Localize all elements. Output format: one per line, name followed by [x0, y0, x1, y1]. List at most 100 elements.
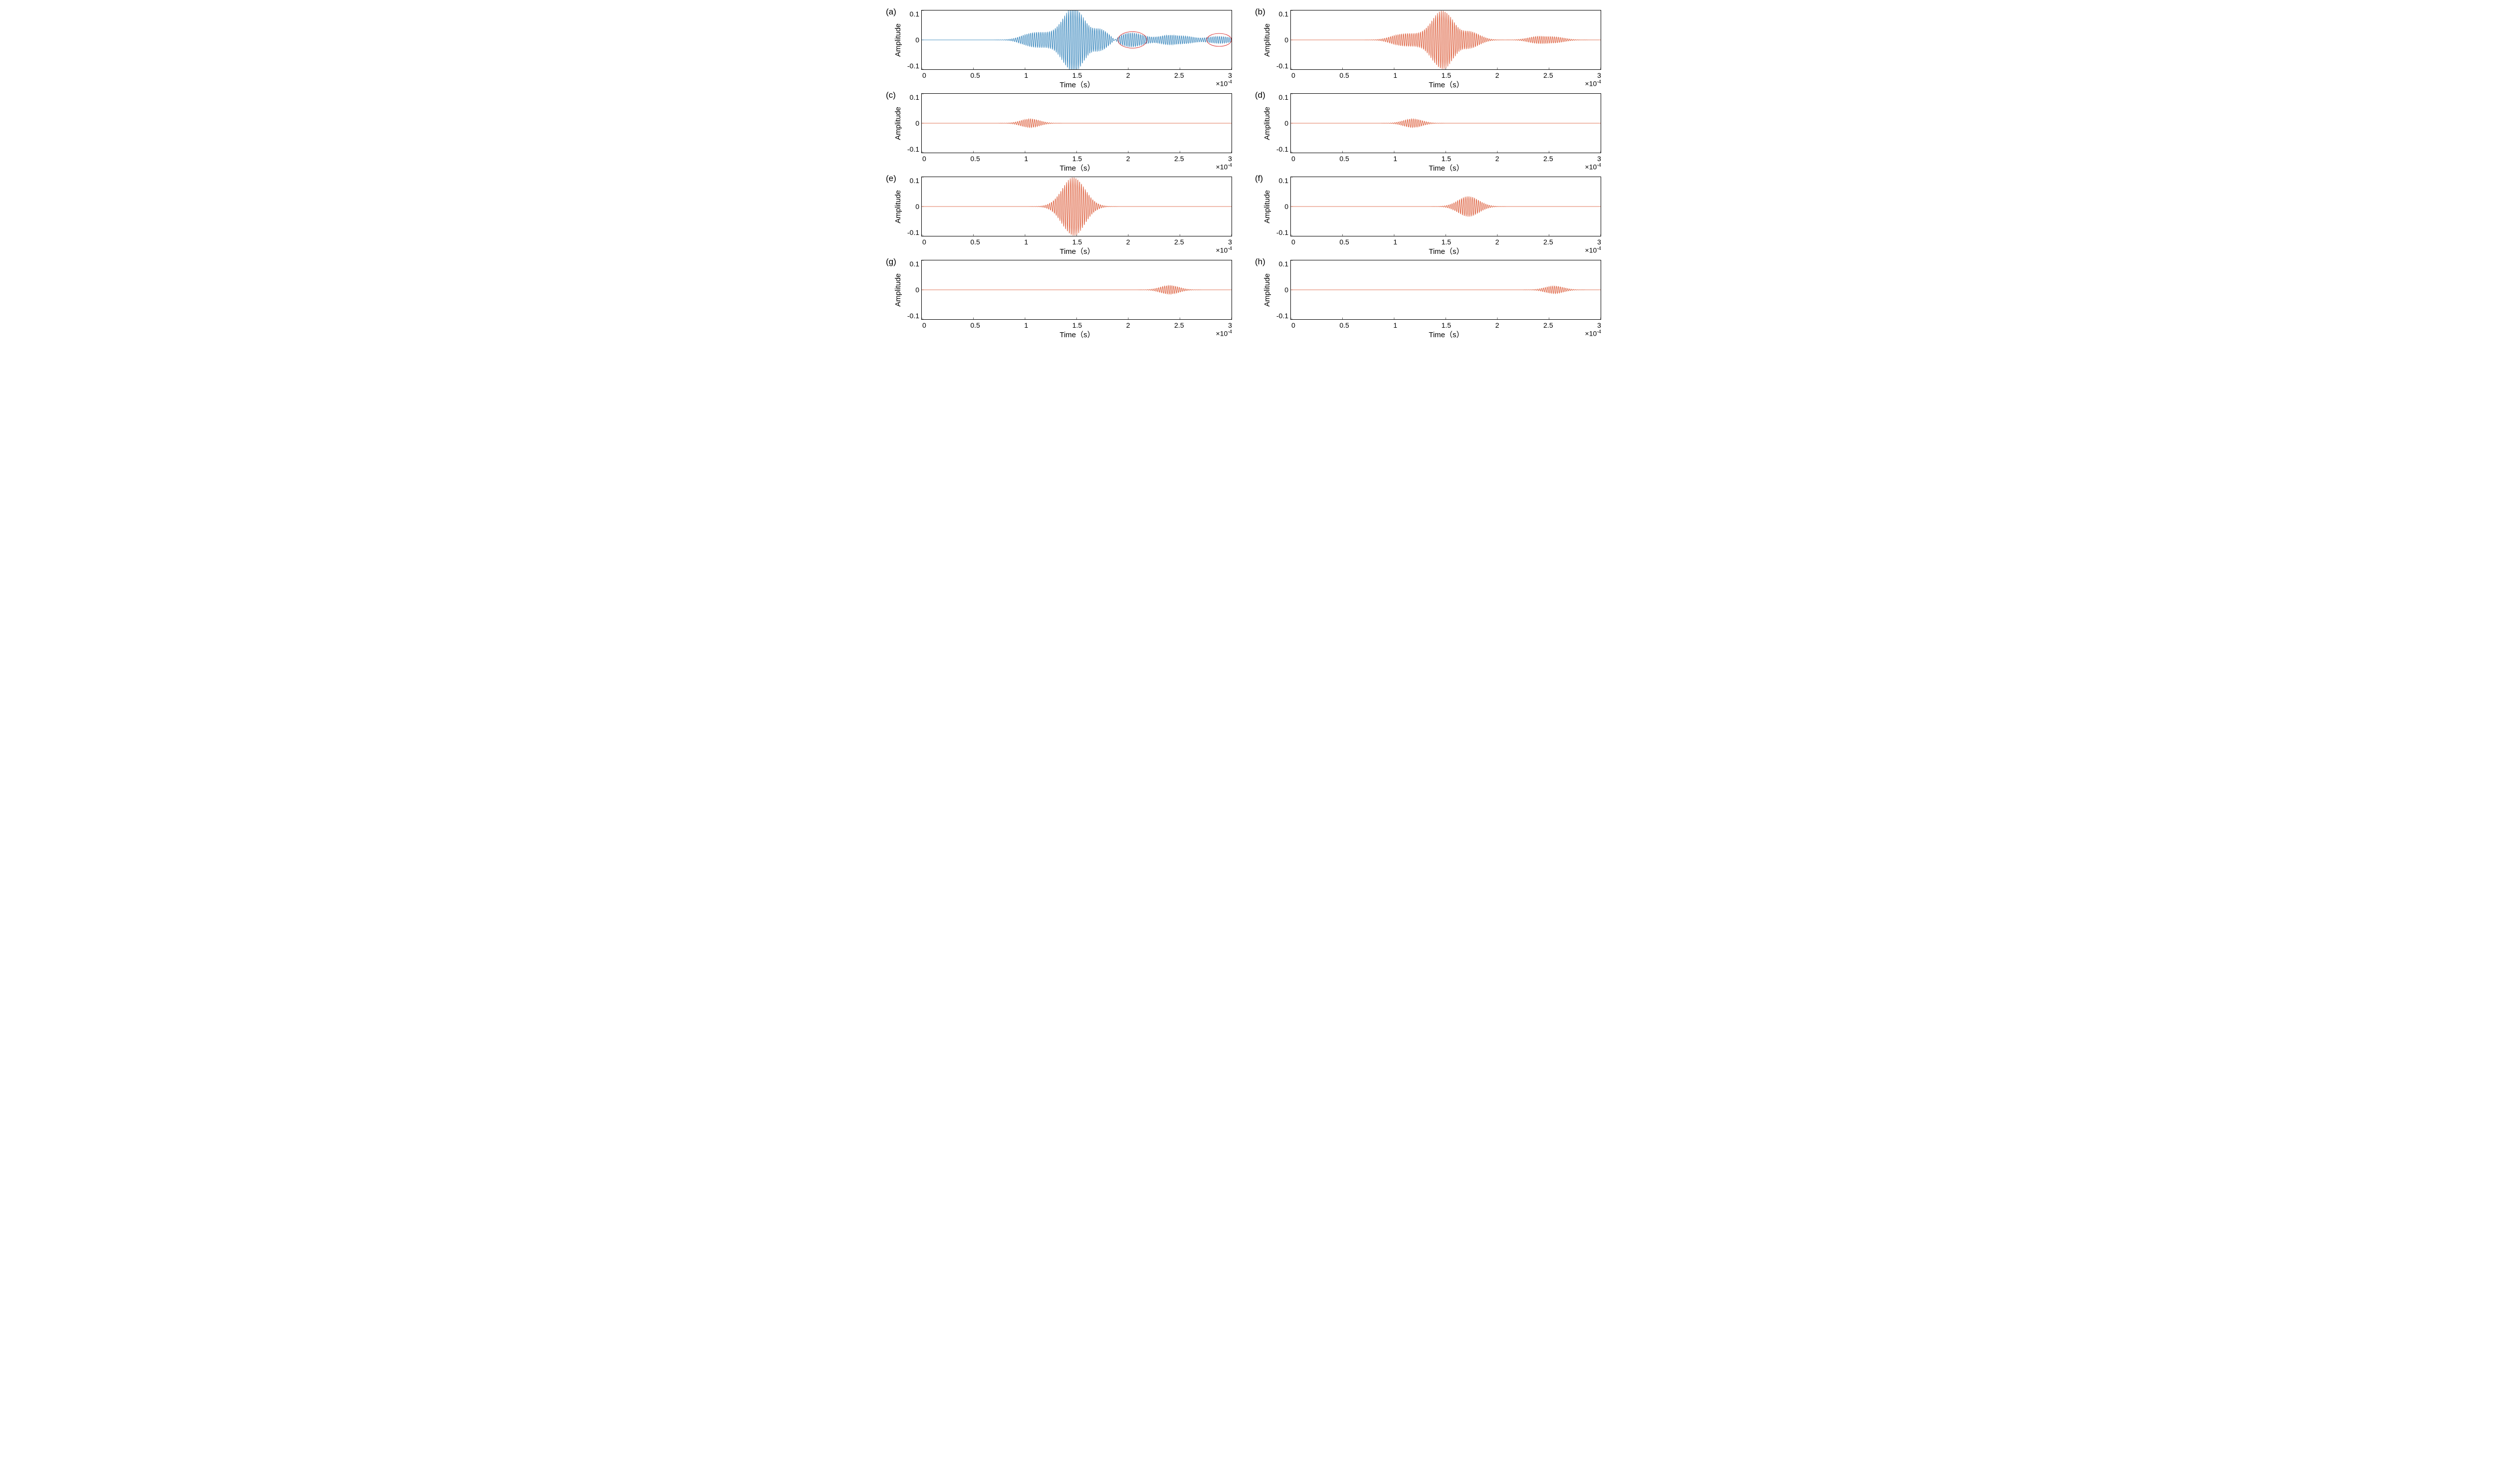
- plot-row: Amplitude0.10-0.1: [893, 177, 1232, 236]
- xticks: 00.511.522.53: [922, 153, 1232, 163]
- plot-row: Amplitude0.10-0.1: [1262, 93, 1601, 153]
- ytick-label: 0: [1284, 286, 1288, 294]
- panel-h: (h)Amplitude0.10-0.100.511.522.53Time（s）…: [1262, 260, 1601, 340]
- plot-area: [921, 10, 1232, 70]
- xtick-label: 1.5: [1442, 71, 1451, 79]
- yticks: 0.10-0.1: [902, 260, 921, 320]
- x-multiplier: ×10-4: [1585, 163, 1601, 171]
- xtick-label: 1.5: [1442, 321, 1451, 329]
- ytick-label: 0.1: [1279, 10, 1288, 18]
- xtick-label: 2: [1495, 155, 1499, 163]
- panel-label-b: (b): [1255, 7, 1265, 17]
- ylabel: Amplitude: [1262, 273, 1271, 307]
- xtick-label: 2.5: [1174, 155, 1184, 163]
- signal-trace: [1291, 197, 1601, 217]
- panel-label-d: (d): [1255, 90, 1265, 100]
- plot-area: [921, 177, 1232, 236]
- xtick-label: 2.5: [1543, 238, 1553, 246]
- xtick-label: 1.5: [1072, 71, 1082, 79]
- signal-trace: [922, 285, 1232, 294]
- ytick-label: 0.1: [910, 177, 919, 185]
- ytick-label: -0.1: [1276, 228, 1288, 236]
- panel-c: (c)Amplitude0.10-0.100.511.522.53Time（s）…: [893, 93, 1232, 174]
- ytick-label: 0: [915, 36, 919, 44]
- signal-trace: [922, 119, 1232, 127]
- xtick-label: 3: [1597, 155, 1601, 163]
- x-multiplier: ×10-4: [1216, 163, 1232, 171]
- ytick-label: -0.1: [1276, 62, 1288, 70]
- xtick-label: 0: [1291, 155, 1295, 163]
- xtick-label: 2.5: [1543, 71, 1553, 79]
- xtick-label: 0.5: [1339, 238, 1349, 246]
- x-multiplier: ×10-4: [1585, 246, 1601, 254]
- panel-label-g: (g): [886, 257, 896, 267]
- xtick-label: 2.5: [1543, 321, 1553, 329]
- xtick-label: 2: [1126, 71, 1130, 79]
- plot-row: Amplitude0.10-0.1: [1262, 10, 1601, 70]
- figure-grid: (a)Amplitude0.10-0.100.511.522.53Time（s）…: [893, 10, 1601, 340]
- xtick-label: 2.5: [1174, 321, 1184, 329]
- xlabel: Time（s）: [1059, 164, 1094, 173]
- xtick-label: 0: [1291, 71, 1295, 79]
- panel-label-c: (c): [886, 90, 896, 100]
- xtick-label: 1: [1024, 155, 1028, 163]
- plot-row: Amplitude0.10-0.1: [893, 93, 1232, 153]
- xtick-label: 3: [1597, 238, 1601, 246]
- signal-trace: [922, 178, 1232, 235]
- ytick-label: -0.1: [907, 228, 919, 236]
- x-multiplier: ×10-4: [1216, 79, 1232, 88]
- xtick-label: 2: [1126, 155, 1130, 163]
- xtick-label: 0.5: [970, 238, 980, 246]
- signal-trace: [1291, 119, 1601, 127]
- yticks: 0.10-0.1: [902, 93, 921, 153]
- ytick-label: 0: [1284, 203, 1288, 211]
- xtick-label: 0.5: [970, 71, 980, 79]
- xticks: 00.511.522.53: [922, 236, 1232, 246]
- ytick-label: -0.1: [907, 145, 919, 153]
- xtick-label: 1.5: [1072, 155, 1082, 163]
- xticks: 00.511.522.53: [1291, 153, 1601, 163]
- plot-area: [1290, 177, 1601, 236]
- xtick-label: 1: [1024, 321, 1028, 329]
- xtick-label: 1: [1393, 155, 1397, 163]
- xtick-label: 2: [1126, 321, 1130, 329]
- yticks: 0.1 0 -0.1: [1271, 177, 1290, 236]
- xtick-label: 2.5: [1174, 238, 1184, 246]
- xtick-label: 2: [1495, 238, 1499, 246]
- panel-label-e: (e): [886, 174, 896, 184]
- xtick-label: 3: [1228, 238, 1232, 246]
- panel-f: (f)Amplitude0.10-0.100.511.522.53Time（s）…: [1262, 177, 1601, 257]
- plot-row: Amplitude0.10-0.1: [1262, 177, 1601, 236]
- x-multiplier: ×10-4: [1585, 329, 1601, 338]
- ytick-label: -0.1: [1276, 145, 1288, 153]
- xtick-label: 1: [1024, 238, 1028, 246]
- ytick-label: 0.1: [1279, 260, 1288, 268]
- xtick-label: 1: [1024, 71, 1028, 79]
- plot-area: [1290, 10, 1601, 70]
- xlabel: Time（s）: [1059, 331, 1094, 339]
- ytick-label: 0: [915, 119, 919, 127]
- xtick-label: 0: [922, 238, 926, 246]
- ylabel: Amplitude: [893, 190, 902, 223]
- ylabel: Amplitude: [893, 23, 902, 57]
- xtick-label: 3: [1228, 71, 1232, 79]
- xtick-label: 2: [1495, 71, 1499, 79]
- ytick-label: 0.1: [1279, 93, 1288, 101]
- ytick-label: 0.1: [910, 260, 919, 268]
- ytick-label: 0.1: [1279, 177, 1288, 185]
- xticks: 00.511.522.53: [922, 70, 1232, 79]
- signal-trace: [1291, 11, 1601, 69]
- ylabel: Amplitude: [1262, 23, 1271, 57]
- xtick-label: 1: [1393, 321, 1397, 329]
- xtick-label: 1.5: [1442, 155, 1451, 163]
- panel-b: (b)Amplitude0.10-0.100.511.522.53Time（s）…: [1262, 10, 1601, 90]
- xtick-label: 3: [1228, 321, 1232, 329]
- ytick-label: 0: [1284, 119, 1288, 127]
- plot-row: Amplitude0.10-0.1: [893, 260, 1232, 320]
- xticks: 00.511.522.53: [1291, 236, 1601, 246]
- x-multiplier: ×10-4: [1585, 79, 1601, 88]
- xtick-label: 0.5: [1339, 155, 1349, 163]
- xlabel: Time（s）: [1059, 247, 1094, 256]
- plot-row: Amplitude0.10-0.1: [893, 10, 1232, 70]
- ytick-label: -0.1: [1276, 312, 1288, 320]
